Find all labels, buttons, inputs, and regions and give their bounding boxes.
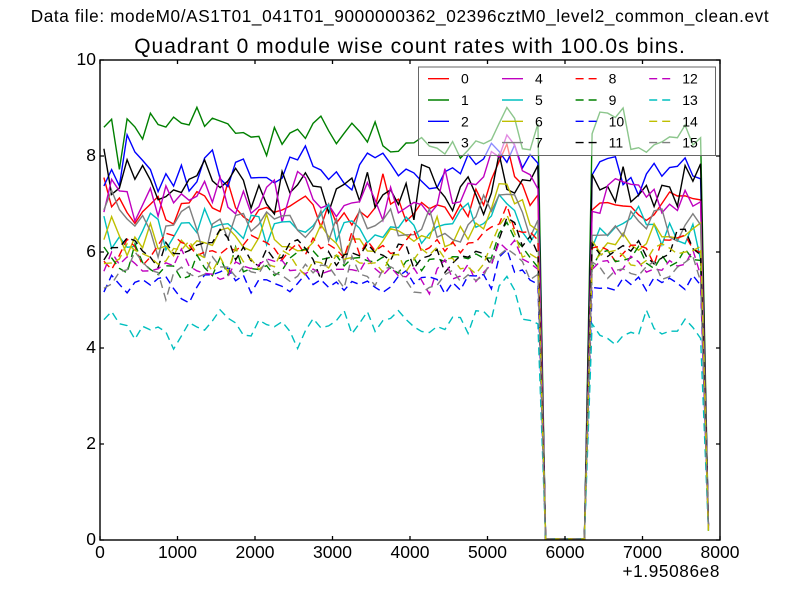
svg-text:6: 6	[535, 113, 543, 129]
svg-text:6: 6	[86, 241, 96, 261]
svg-text:Data file: modeM0/AS1T01_041T0: Data file: modeM0/AS1T01_041T01_90000003…	[31, 6, 770, 26]
svg-text:1000: 1000	[158, 542, 197, 562]
svg-text:9: 9	[609, 92, 617, 108]
svg-text:7000: 7000	[623, 542, 662, 562]
svg-text:13: 13	[682, 92, 698, 108]
svg-text:0: 0	[461, 71, 469, 87]
svg-text:6000: 6000	[546, 542, 585, 562]
svg-text:+1.95086e8: +1.95086e8	[623, 561, 720, 581]
svg-text:0: 0	[86, 529, 96, 549]
svg-text:14: 14	[682, 113, 698, 129]
svg-text:3: 3	[461, 135, 469, 151]
svg-text:4: 4	[535, 71, 543, 87]
svg-text:5000: 5000	[468, 542, 507, 562]
svg-text:Quadrant 0 module wise count r: Quadrant 0 module wise count rates with …	[134, 35, 686, 58]
svg-text:15: 15	[682, 135, 698, 151]
svg-text:7: 7	[535, 135, 543, 151]
svg-text:10: 10	[77, 49, 97, 69]
svg-text:2000: 2000	[236, 542, 275, 562]
svg-text:4000: 4000	[391, 542, 430, 562]
svg-text:5: 5	[535, 92, 543, 108]
svg-text:1: 1	[461, 92, 469, 108]
svg-text:2: 2	[461, 113, 469, 129]
svg-text:0: 0	[95, 542, 105, 562]
svg-text:2: 2	[86, 433, 96, 453]
svg-text:11: 11	[609, 135, 624, 151]
svg-text:8: 8	[609, 71, 617, 87]
svg-text:8000: 8000	[701, 542, 740, 562]
svg-text:10: 10	[609, 113, 625, 129]
svg-text:3000: 3000	[313, 542, 352, 562]
svg-text:4: 4	[86, 337, 96, 357]
svg-text:12: 12	[682, 71, 698, 87]
svg-text:8: 8	[86, 145, 96, 165]
